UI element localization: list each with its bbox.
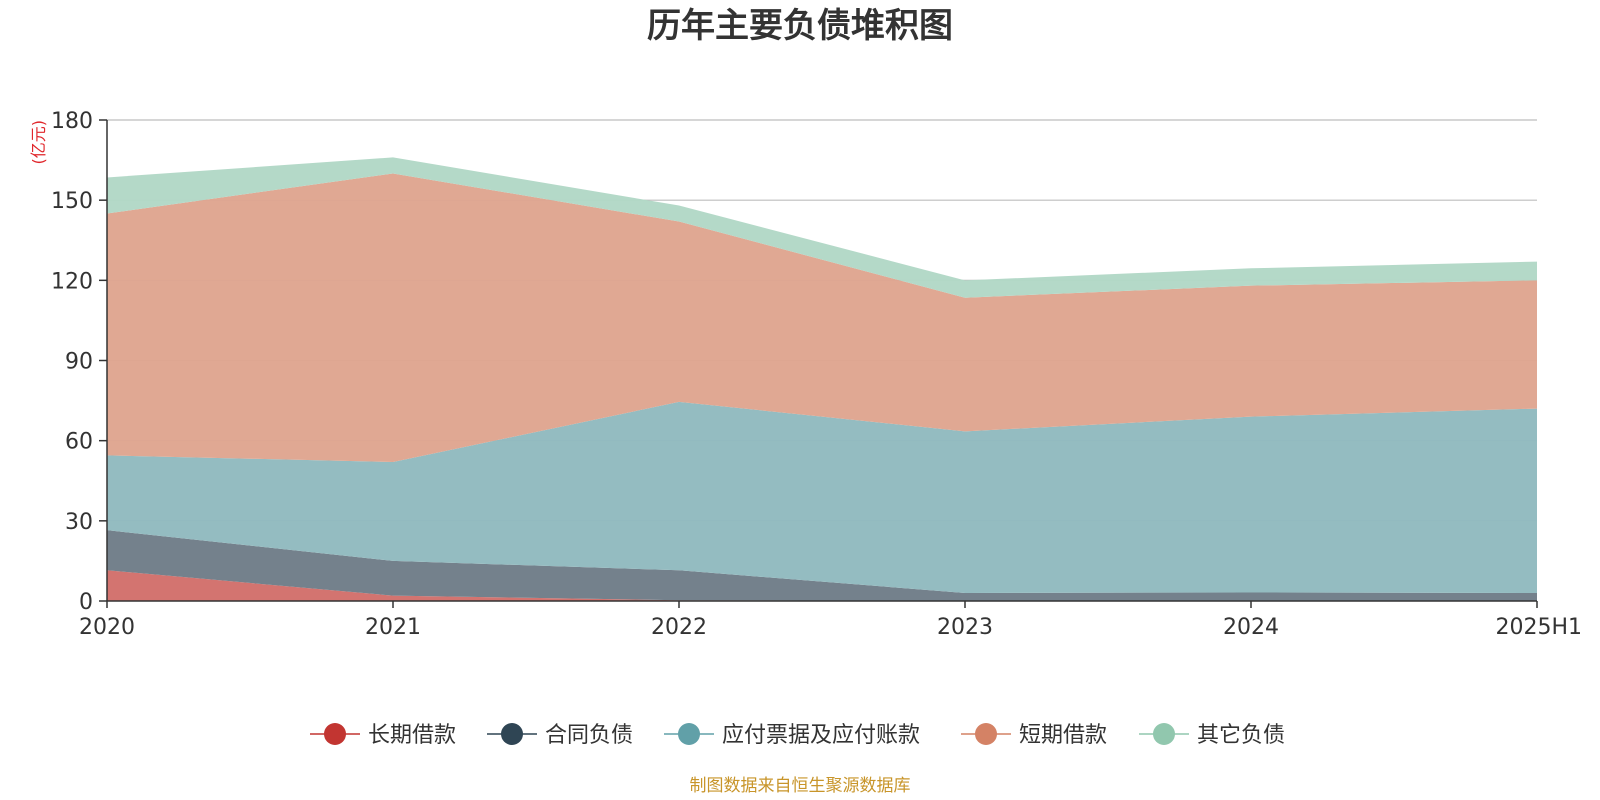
area-series-4 <box>107 157 1537 298</box>
area-series-0 <box>107 570 1537 601</box>
y-tick-label: 60 <box>65 430 93 455</box>
x-tick-label: 2020 <box>79 615 135 640</box>
legend-label: 长期借款 <box>368 723 456 748</box>
legend[interactable]: 长期借款 合同负债 应付票据及应付账款 短期借款 其它负债 <box>310 723 1285 748</box>
y-axis-unit: (亿元) <box>29 120 48 165</box>
series-areas <box>107 157 1537 601</box>
x-tick-label: 2022 <box>651 615 707 640</box>
y-tick-label: 150 <box>51 189 93 214</box>
legend-marker <box>1153 723 1175 745</box>
y-tick-label: 0 <box>79 590 93 615</box>
legend-label: 短期借款 <box>1019 723 1107 748</box>
y-tick-label: 30 <box>65 510 93 535</box>
axes: 0 30 60 90 120 150 180 2020 2021 2022 2023 2024 2025… <box>51 109 1582 640</box>
legend-item-4[interactable]: 其它负债 <box>1139 723 1285 748</box>
legend-item-1[interactable]: 合同负债 <box>487 723 633 748</box>
area-series-1 <box>107 530 1537 601</box>
legend-marker <box>678 723 700 745</box>
area-series-2 <box>107 401 1537 593</box>
legend-label: 其它负债 <box>1197 723 1285 748</box>
y-tick-label: 120 <box>51 269 93 294</box>
y-tick-label: 180 <box>51 109 93 134</box>
x-tick-label: 2021 <box>365 615 421 640</box>
legend-marker <box>501 723 523 745</box>
legend-marker <box>975 723 997 745</box>
x-tick-label: 2023 <box>937 615 993 640</box>
legend-label: 应付票据及应付账款 <box>722 723 920 748</box>
legend-item-3[interactable]: 短期借款 <box>961 723 1107 748</box>
legend-item-0[interactable]: 长期借款 <box>310 723 456 748</box>
legend-marker <box>324 723 346 745</box>
chart-title: 历年主要负债堆积图 <box>647 6 953 46</box>
legend-item-2[interactable]: 应付票据及应付账款 <box>664 723 920 748</box>
area-series-3 <box>107 173 1537 463</box>
x-tick-label: 2024 <box>1223 615 1279 640</box>
legend-label: 合同负债 <box>545 723 633 748</box>
data-source-note: 制图数据来自恒生聚源数据库 <box>690 776 911 796</box>
x-tick-label: 2025H1 <box>1495 615 1582 640</box>
y-tick-label: 90 <box>65 350 93 375</box>
